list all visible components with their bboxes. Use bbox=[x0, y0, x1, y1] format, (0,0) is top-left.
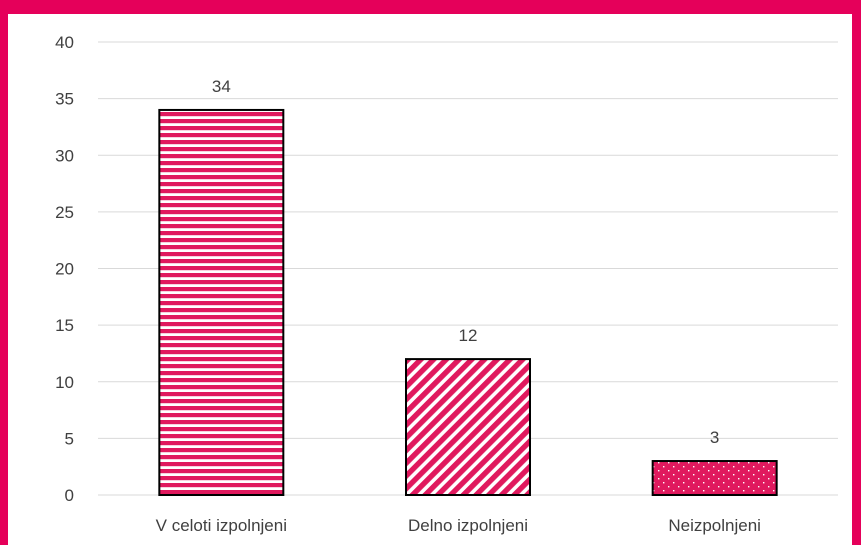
data-label: 3 bbox=[710, 428, 719, 447]
bar-3 bbox=[651, 460, 778, 496]
y-tick-label: 5 bbox=[65, 429, 74, 448]
data-labels: 34 12 3 bbox=[212, 77, 720, 447]
y-axis-ticks: 0 5 10 15 20 25 30 35 40 bbox=[55, 33, 74, 505]
y-tick-label: 10 bbox=[55, 373, 74, 392]
y-tick-label: 35 bbox=[55, 90, 74, 109]
category-label: V celoti izpolnjeni bbox=[156, 516, 287, 535]
bars bbox=[158, 108, 778, 496]
data-label: 34 bbox=[212, 77, 231, 96]
frame-right-band bbox=[852, 0, 861, 545]
y-tick-label: 25 bbox=[55, 203, 74, 222]
bar-1 bbox=[158, 108, 285, 496]
y-tick-label: 15 bbox=[55, 316, 74, 335]
y-tick-label: 20 bbox=[55, 260, 74, 279]
y-tick-label: 30 bbox=[55, 146, 74, 165]
bar-2 bbox=[405, 358, 531, 496]
category-label: Delno izpolnjeni bbox=[408, 516, 528, 535]
data-label: 12 bbox=[459, 326, 478, 345]
category-labels: V celoti izpolnjeni Delno izpolnjeni Neizp… bbox=[156, 516, 761, 535]
category-label: Neizpolnjeni bbox=[668, 516, 761, 535]
frame-left-band bbox=[0, 0, 8, 545]
y-tick-label: 0 bbox=[65, 486, 74, 505]
y-tick-label: 40 bbox=[55, 33, 74, 52]
frame-top-band bbox=[0, 0, 861, 14]
